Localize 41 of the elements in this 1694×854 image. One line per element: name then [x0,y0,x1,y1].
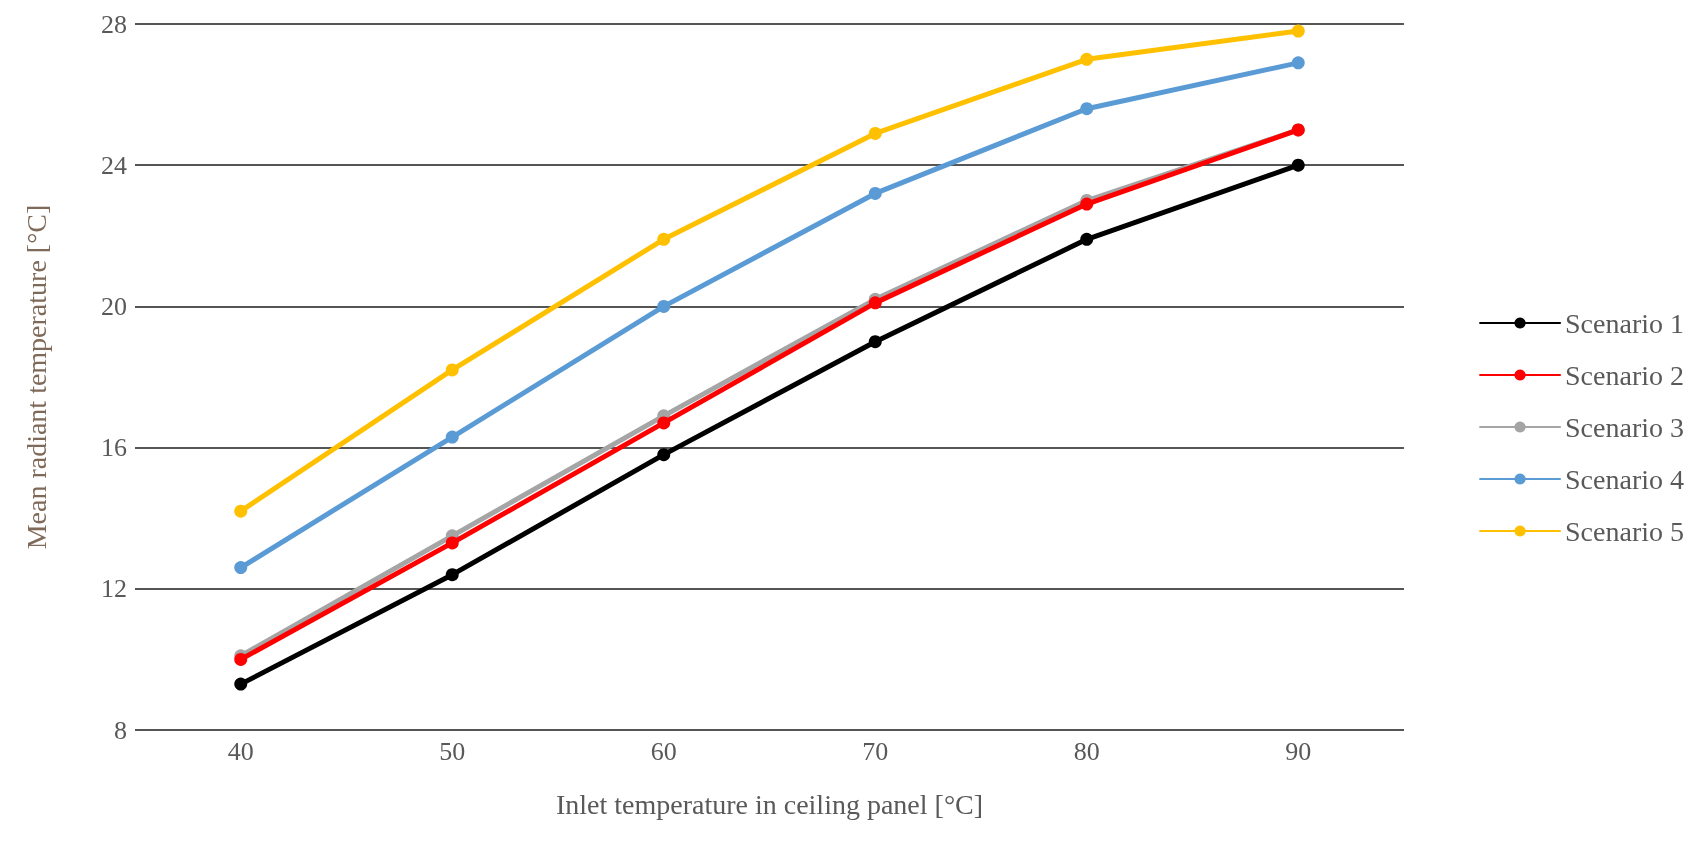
y-tick-label: 8 [114,715,127,745]
y-tick-label: 12 [101,574,127,604]
y-axis-title: Mean radiant temperature [°C] [20,204,52,550]
point [657,448,671,462]
point [1080,232,1094,246]
y-tick-label: 20 [101,291,127,321]
y-tick-label: 24 [101,150,127,180]
point [657,232,671,246]
legend-label: Scenario 1 [1565,307,1685,339]
point [445,568,459,582]
point [1291,24,1305,38]
point [868,296,882,310]
x-tick-label: 40 [227,736,254,766]
point [1080,197,1094,211]
y-tick-label: 28 [101,9,127,39]
point [1080,52,1094,66]
x-axis-title: Inlet temperature in ceiling panel [°C] [555,788,984,820]
point [868,126,882,140]
legend-label: Scenario 4 [1565,463,1685,495]
point [445,536,459,550]
x-tick-label: 90 [1285,736,1312,766]
point [1080,102,1094,116]
point [1291,56,1305,70]
point [868,335,882,349]
legend-label: Scenario 3 [1565,411,1685,443]
point [234,677,248,691]
x-tick-label: 50 [439,736,466,766]
point [445,363,459,377]
point [234,561,248,575]
point [657,299,671,313]
x-tick-label: 80 [1073,736,1100,766]
y-tick-label: 16 [101,433,127,463]
x-tick-label: 70 [862,736,889,766]
legend-label: Scenario 5 [1565,515,1685,547]
point [868,186,882,200]
point [234,504,248,518]
legend-label: Scenario 2 [1565,359,1685,391]
point [1291,158,1305,172]
x-tick-label: 60 [650,736,677,766]
point [445,430,459,444]
point [657,416,671,430]
